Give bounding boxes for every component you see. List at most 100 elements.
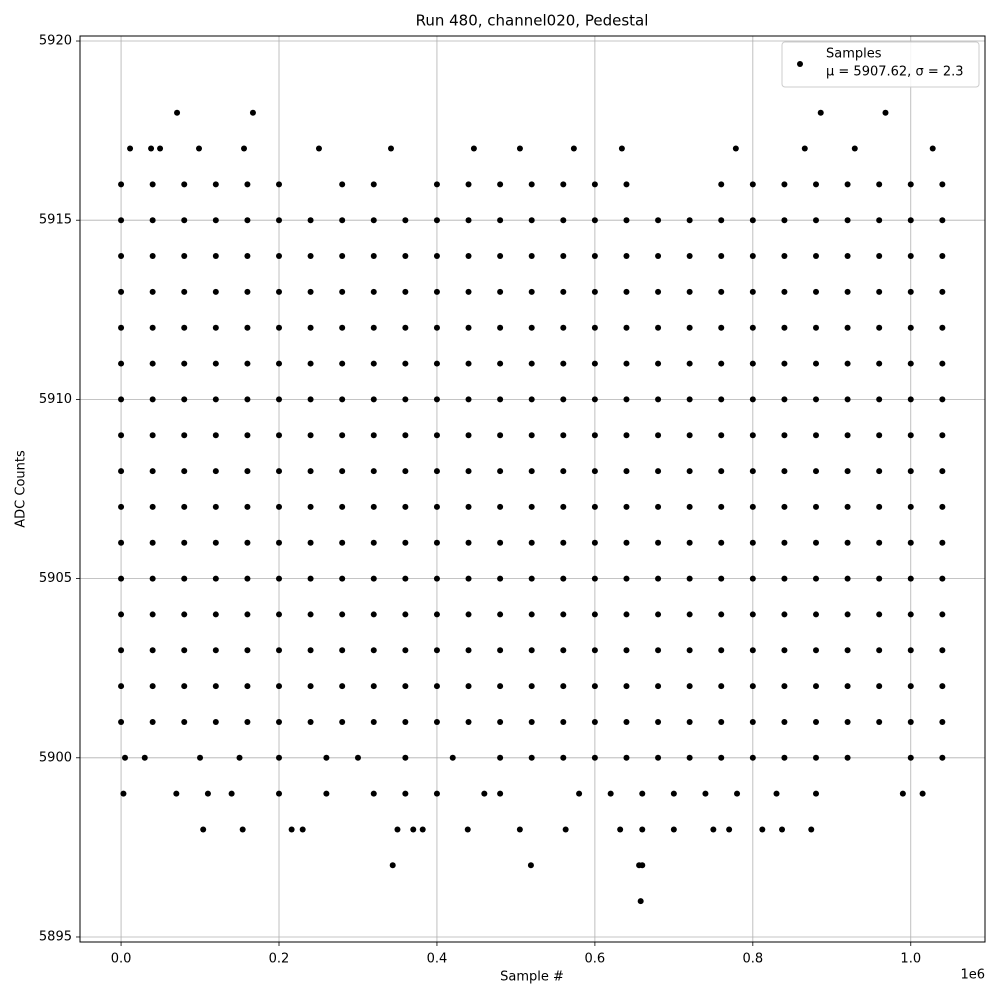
data-point	[118, 432, 125, 439]
data-point	[276, 539, 283, 546]
y-tick-label: 5910	[39, 392, 72, 407]
data-point	[655, 217, 662, 224]
data-point	[244, 683, 251, 690]
data-point	[844, 253, 851, 260]
data-point	[781, 647, 788, 654]
data-point	[370, 468, 377, 475]
data-point	[639, 826, 646, 833]
data-point	[212, 181, 219, 188]
data-point	[433, 181, 440, 188]
data-point	[939, 396, 946, 403]
data-point	[844, 181, 851, 188]
data-point	[118, 539, 125, 546]
data-point	[749, 503, 756, 510]
data-point	[433, 360, 440, 367]
data-point	[276, 790, 283, 797]
data-point	[118, 718, 125, 725]
data-point	[591, 324, 598, 331]
plot-frame	[79, 35, 986, 943]
data-point	[734, 790, 741, 797]
data-point	[939, 754, 946, 761]
data-point	[370, 611, 377, 618]
data-point	[497, 575, 504, 582]
data-point	[528, 575, 535, 582]
data-point	[710, 826, 717, 833]
data-point	[749, 754, 756, 761]
data-point	[779, 826, 786, 833]
data-point	[560, 288, 567, 295]
data-point	[276, 468, 283, 475]
data-point	[655, 288, 662, 295]
data-point	[813, 503, 820, 510]
points	[118, 109, 946, 905]
data-point	[394, 826, 401, 833]
data-point	[939, 181, 946, 188]
data-point	[813, 790, 820, 797]
data-point	[781, 181, 788, 188]
data-point	[686, 683, 693, 690]
data-point	[299, 826, 306, 833]
data-point	[781, 539, 788, 546]
legend: Samples μ = 5907.62, σ = 2.3	[781, 41, 980, 88]
data-point	[718, 503, 725, 510]
data-point	[686, 432, 693, 439]
data-point	[718, 683, 725, 690]
data-point	[844, 468, 851, 475]
data-point	[370, 503, 377, 510]
data-point	[433, 288, 440, 295]
data-point	[876, 539, 883, 546]
data-point	[118, 217, 125, 224]
y-tick-label: 5915	[39, 213, 72, 228]
data-point	[781, 754, 788, 761]
data-point	[939, 539, 946, 546]
data-point	[174, 109, 181, 116]
data-point	[307, 396, 314, 403]
data-point	[118, 647, 125, 654]
data-point	[288, 826, 295, 833]
data-point	[876, 683, 883, 690]
data-point	[560, 575, 567, 582]
data-point	[149, 253, 156, 260]
data-point	[876, 575, 883, 582]
data-point	[497, 253, 504, 260]
data-point	[212, 718, 219, 725]
data-point	[497, 539, 504, 546]
data-point	[570, 145, 577, 152]
data-point	[389, 862, 396, 869]
data-point	[370, 253, 377, 260]
x-tick-label: 1.0	[900, 952, 921, 967]
data-point	[465, 539, 472, 546]
data-point	[528, 288, 535, 295]
data-point	[560, 396, 567, 403]
data-point	[781, 396, 788, 403]
data-point	[623, 539, 630, 546]
data-point	[726, 826, 733, 833]
data-point	[876, 360, 883, 367]
data-point	[527, 862, 534, 869]
data-point	[749, 324, 756, 331]
data-point	[718, 754, 725, 761]
data-point	[149, 539, 156, 546]
data-point	[623, 324, 630, 331]
data-point	[907, 360, 914, 367]
data-point	[670, 790, 677, 797]
data-point	[276, 575, 283, 582]
data-point	[939, 718, 946, 725]
data-point	[276, 288, 283, 295]
data-point	[497, 217, 504, 224]
data-point	[813, 217, 820, 224]
data-point	[882, 109, 889, 116]
data-point	[718, 468, 725, 475]
data-point	[323, 790, 330, 797]
data-point	[876, 468, 883, 475]
data-point	[876, 718, 883, 725]
data-point	[749, 253, 756, 260]
data-point	[307, 217, 314, 224]
data-point	[276, 683, 283, 690]
data-point	[370, 181, 377, 188]
data-point	[749, 288, 756, 295]
data-point	[591, 217, 598, 224]
data-point	[623, 718, 630, 725]
data-point	[370, 217, 377, 224]
data-point	[212, 503, 219, 510]
